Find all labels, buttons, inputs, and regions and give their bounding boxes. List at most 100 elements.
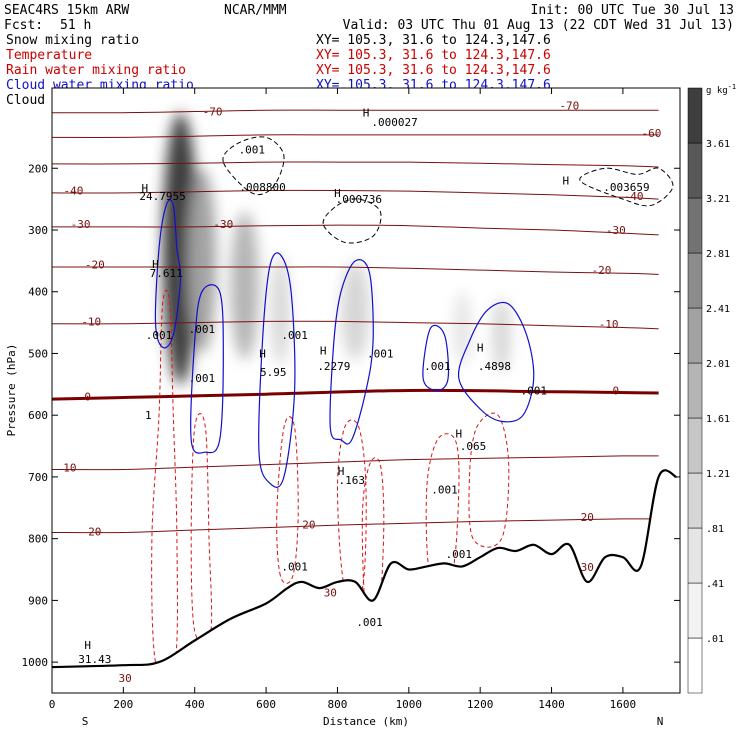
high-marker: H xyxy=(363,107,370,120)
isotherm-label: -30 xyxy=(71,218,91,231)
x-tick-label: 200 xyxy=(113,698,133,711)
maximum-label: 1 xyxy=(145,409,152,422)
forecast-hour: 51 h xyxy=(60,18,91,33)
isotherm-label: 20 xyxy=(88,525,101,538)
colorbar-label: 3.61 xyxy=(706,139,730,150)
maximum-label: 31.43 xyxy=(78,653,111,666)
isotherm-line xyxy=(52,189,659,200)
colorbar-swatch xyxy=(687,87,703,144)
isotherm-label: 10 xyxy=(63,462,76,475)
field-xy: XY= 105.3, 31.6 to 124.3,147.6 xyxy=(316,48,551,63)
rain-contour xyxy=(336,419,367,601)
cloud-ice-contour xyxy=(322,198,382,244)
isotherm-label: 20 xyxy=(581,511,594,524)
isotherm-label: -60 xyxy=(642,127,662,140)
snow-shading-layer xyxy=(162,112,511,385)
maximum-label: .001 xyxy=(367,347,394,360)
high-marker: H xyxy=(141,182,148,195)
contour-labels: -70 -70 -60 -40 -40 -30 -30 -30 -20 -20 -10 -10 0 0 10… xyxy=(63,99,661,685)
x-tick-label: 1200 xyxy=(467,698,494,711)
maximum-label: .008800 xyxy=(239,181,285,194)
high-marker: H xyxy=(338,465,345,478)
high-marker: H xyxy=(84,639,91,652)
model-title: SEAC4RS 15km ARW xyxy=(4,3,129,18)
colorbar-swatch xyxy=(687,472,703,529)
y-tick-label: 300 xyxy=(28,224,48,237)
isotherm-label: 0 xyxy=(612,385,619,398)
north-end-label: N xyxy=(657,715,664,728)
forecast-label: Fcst: xyxy=(4,18,43,33)
cloud-water-contour xyxy=(422,324,450,392)
maximum-label: .001 xyxy=(189,323,216,336)
isotherm-label: -20 xyxy=(85,259,105,272)
isotherm-label: 20 xyxy=(302,518,315,531)
isotherm-label: -10 xyxy=(599,318,619,331)
x-axis-label: Distance (km) xyxy=(323,715,409,728)
colorbar-swatch xyxy=(687,362,703,419)
y-tick-label: 400 xyxy=(28,286,48,299)
cloud-ice-contour xyxy=(579,167,674,207)
cloud-water-contour xyxy=(258,252,296,488)
snow-shade xyxy=(492,297,511,372)
axes: 0 200 400 600 800 1000 1200 1400 160020030040050… xyxy=(22,88,680,711)
high-marker: H xyxy=(320,344,327,357)
rain-contour xyxy=(151,289,178,679)
snow-shade xyxy=(341,260,370,360)
isotherm-line xyxy=(52,455,659,471)
snow-shade xyxy=(187,168,217,354)
cloud-water-contour xyxy=(190,284,224,454)
maximum-label: .163 xyxy=(338,474,365,487)
x-tick-label: 800 xyxy=(328,698,348,711)
cloud-water-contour xyxy=(329,259,374,445)
isotherm-label: -10 xyxy=(81,315,101,328)
cloud-water-contours xyxy=(154,199,535,488)
maximum-label: .001 xyxy=(146,329,173,342)
maximum-label: 7.611 xyxy=(150,267,183,280)
high-marker: H xyxy=(334,187,341,200)
plot-frame xyxy=(51,87,681,694)
rain-contour xyxy=(468,412,510,548)
cloud-water-contour xyxy=(154,199,182,349)
cloud-ice-contour xyxy=(222,136,285,196)
x-tick-label: 1000 xyxy=(396,698,423,711)
y-tick-label: 1000 xyxy=(22,656,49,669)
isotherm-line xyxy=(52,161,659,168)
x-tick-label: 0 xyxy=(49,698,56,711)
maximum-label: .003659 xyxy=(603,181,649,194)
colorbar-swatch xyxy=(687,142,703,199)
cloud-ice-contours xyxy=(222,136,674,244)
isotherm-label: -70 xyxy=(559,99,579,112)
y-tick-label: 200 xyxy=(28,162,48,175)
colorbar-label: 2.01 xyxy=(706,359,730,370)
isotherm-label: -30 xyxy=(606,224,626,237)
colorbar-label: 1.21 xyxy=(706,469,730,480)
isotherm-label: -70 xyxy=(203,105,223,118)
isotherm-line xyxy=(52,224,659,236)
maximum-label: .001 xyxy=(189,372,216,385)
maximum-label: .001 xyxy=(281,329,308,342)
high-marker: H xyxy=(152,258,159,271)
high-marker: H xyxy=(563,175,570,188)
snow-shade xyxy=(271,254,290,366)
colorbar-swatch xyxy=(687,307,703,364)
colorbar-swatch xyxy=(687,527,703,584)
colorbar-label: .81 xyxy=(706,524,724,535)
isotherm-label: 30 xyxy=(581,561,594,574)
maximum-label: .001 xyxy=(424,360,451,373)
colorbar-swatch xyxy=(687,637,703,694)
colorbar-label: .01 xyxy=(706,634,724,645)
field-xy: XY= 105.3, 31.6 to 124.3,147.6 xyxy=(316,33,551,48)
maximum-label: .065 xyxy=(460,440,487,453)
colorbar: .01 .41 .81 1.21 1.61 2.01 2.41 2.81 3.21 3.61 xyxy=(687,87,730,694)
maximum-label: .001 xyxy=(356,616,383,629)
terrain-fill xyxy=(52,470,677,693)
y-tick-label: 800 xyxy=(28,533,48,546)
isotherm-label: -40 xyxy=(63,184,83,197)
high-marker: H xyxy=(477,341,484,354)
x-tick-label: 1400 xyxy=(538,698,565,711)
maximum-label: .2279 xyxy=(317,360,350,373)
field-name: Rain water mixing ratio xyxy=(6,63,186,78)
high-marker: H xyxy=(455,428,462,441)
colorbar-swatch xyxy=(687,582,703,639)
snow-shade xyxy=(453,291,472,366)
